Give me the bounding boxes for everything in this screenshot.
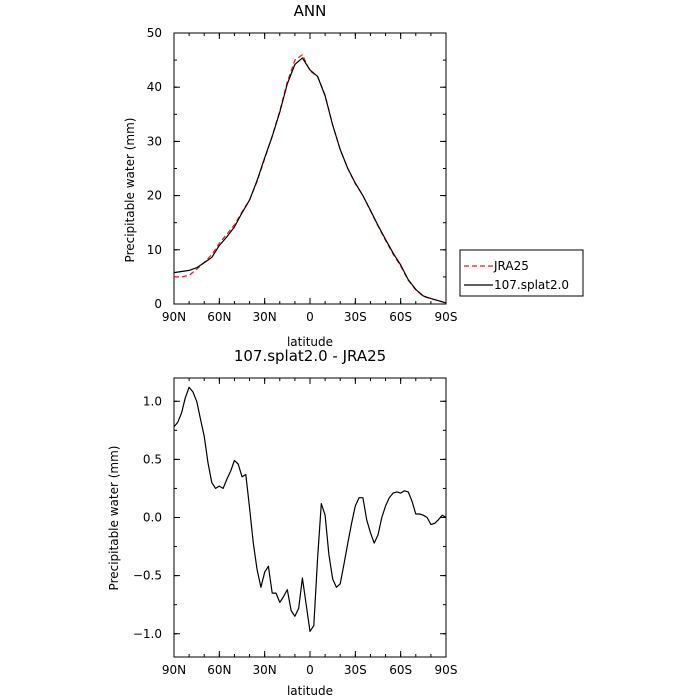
bottom-y-tick-label: 1.0 bbox=[143, 394, 162, 408]
bottom-plot-frame bbox=[173, 377, 447, 658]
bottom-x-tick-label: 90N bbox=[162, 663, 186, 677]
top-y-tick-label: 10 bbox=[147, 243, 162, 257]
top-x-tick-label: 60N bbox=[207, 310, 231, 324]
top-x-tick-label: 30N bbox=[253, 310, 277, 324]
top-plot-frame bbox=[173, 32, 447, 305]
top-chart-title: ANN bbox=[294, 2, 327, 20]
bottom-axis-ticks: 90N 60N 30N 0 30S 60S 90S −1.0 −0.5 0.0 0.5 1.0 bbox=[133, 378, 458, 677]
bottom-y-tick-label: 0.5 bbox=[143, 452, 162, 466]
bottom-x-tick-label: 30S bbox=[344, 663, 367, 677]
top-y-tick-label: 20 bbox=[147, 189, 162, 203]
bottom-x-tick-label: 0 bbox=[306, 663, 314, 677]
legend-label-splat: 107.splat2.0 bbox=[494, 278, 569, 292]
legend: JRA25 107.splat2.0 bbox=[459, 249, 584, 297]
bottom-series-lines bbox=[173, 386, 447, 633]
bottom-x-tick-label: 30N bbox=[253, 663, 277, 677]
top-series-line-jra25 bbox=[174, 54, 447, 304]
bottom-y-tick-label: 0.0 bbox=[143, 511, 162, 525]
top-x-tick-label: 90S bbox=[435, 310, 458, 324]
top-x-tick-label: 0 bbox=[306, 310, 314, 324]
bottom-x-tick-label: 90S bbox=[435, 663, 458, 677]
top-y-tick-label: 0 bbox=[154, 297, 162, 311]
top-series-lines bbox=[173, 54, 447, 304]
bottom-x-axis-label: latitude bbox=[287, 684, 333, 698]
bottom-panel: 107.splat2.0 - JRA25 90N 60N 30N 0 30S 60S 90S… bbox=[107, 347, 457, 698]
top-series-line-107-splat2-0 bbox=[173, 57, 447, 304]
legend-label-jra25: JRA25 bbox=[493, 259, 529, 273]
top-x-tick-label: 90N bbox=[162, 310, 186, 324]
bottom-chart-title: 107.splat2.0 - JRA25 bbox=[234, 347, 386, 365]
top-y-tick-label: 40 bbox=[147, 80, 162, 94]
top-axis-ticks: 90N 60N 30N 0 30S 60S 90S 0 10 20 30 40 50 bbox=[147, 26, 458, 324]
top-panel: ANN 90N 60N 30N 0 30S 60S 90S 0 10 20 30 40 50 latit… bbox=[123, 2, 584, 349]
bottom-y-tick-label: −1.0 bbox=[133, 627, 162, 641]
top-y-tick-label: 50 bbox=[147, 26, 162, 40]
bottom-series-line-0 bbox=[173, 386, 447, 633]
bottom-x-tick-label: 60N bbox=[207, 663, 231, 677]
bottom-x-tick-label: 60S bbox=[389, 663, 412, 677]
top-y-axis-label: Precipitable water (mm) bbox=[123, 118, 137, 263]
top-x-tick-label: 30S bbox=[344, 310, 367, 324]
top-y-tick-label: 30 bbox=[147, 134, 162, 148]
top-x-axis-label: latitude bbox=[287, 335, 333, 349]
bottom-y-axis-label: Precipitable water (mm) bbox=[107, 446, 121, 591]
bottom-y-tick-label: −0.5 bbox=[133, 569, 162, 583]
legend-box bbox=[459, 249, 584, 297]
top-x-tick-label: 60S bbox=[389, 310, 412, 324]
